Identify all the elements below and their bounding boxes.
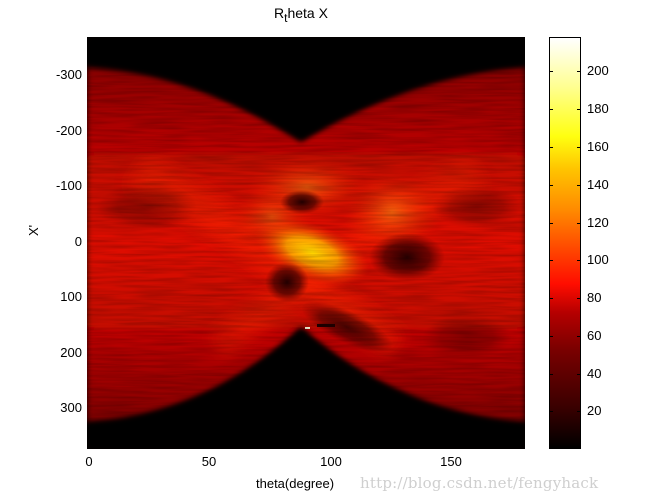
- colorbar-tick-mark: [549, 336, 553, 337]
- x-tick-label: 50: [201, 454, 217, 469]
- colorbar-tick-mark: [577, 147, 581, 148]
- colorbar-tick-mark: [577, 260, 581, 261]
- colorbar-tick-mark: [549, 260, 553, 261]
- colorbar-tick-label: 200: [587, 63, 609, 78]
- colorbar-tick-mark: [577, 298, 581, 299]
- colorbar-tick-mark: [549, 109, 553, 110]
- colorbar-tick-mark: [549, 147, 553, 148]
- y-tick-label: 100: [60, 289, 82, 304]
- y-tick-label: -300: [55, 67, 82, 82]
- y-tick-label: 300: [60, 400, 82, 415]
- colorbar-tick-mark: [577, 374, 581, 375]
- colorbar-tick-mark: [577, 223, 581, 224]
- colorbar-tick-mark: [577, 71, 581, 72]
- title-main: R: [274, 5, 285, 21]
- colorbar-tick-mark: [549, 298, 553, 299]
- colorbar-tick-mark: [549, 185, 553, 186]
- x-axis-label: theta(degree): [256, 476, 335, 491]
- x-tick-label: 0: [85, 454, 93, 469]
- x-tick-label: 150: [440, 454, 462, 469]
- y-tick-label: -100: [55, 178, 82, 193]
- y-tick-label: -200: [55, 123, 82, 138]
- colorbar-tick-mark: [577, 185, 581, 186]
- colorbar-tick-label: 40: [587, 366, 602, 381]
- chart-title: Rtheta X: [274, 5, 328, 25]
- colorbar-tick-label: 100: [587, 252, 609, 267]
- colorbar-tick-mark: [549, 71, 553, 72]
- colorbar-tick-mark: [577, 411, 581, 412]
- colorbar-tick-mark: [549, 411, 553, 412]
- title-subscript: t: [284, 10, 288, 25]
- colorbar-tick-label: 20: [587, 403, 602, 418]
- heatmap-plot-area: [87, 37, 525, 449]
- colorbar-tick-label: 140: [587, 177, 609, 192]
- y-tick-label: 0: [74, 234, 82, 249]
- y-axis-label: X': [26, 224, 41, 236]
- title-rest: heta X: [287, 5, 328, 21]
- colorbar-tick-mark: [577, 109, 581, 110]
- x-tick-label: 100: [320, 454, 342, 469]
- y-tick-label: 200: [60, 345, 82, 360]
- colorbar-tick-mark: [549, 374, 553, 375]
- colorbar-tick-label: 160: [587, 139, 609, 154]
- colorbar-tick-label: 180: [587, 101, 609, 116]
- sinogram-image: [87, 37, 525, 449]
- watermark-text: http://blog.csdn.net/fengyhack: [360, 474, 599, 492]
- colorbar-tick-mark: [549, 223, 553, 224]
- colorbar-tick-label: 60: [587, 328, 602, 343]
- colorbar-tick-label: 120: [587, 215, 609, 230]
- colorbar: [549, 37, 581, 449]
- colorbar-tick-label: 80: [587, 290, 602, 305]
- colorbar-tick-mark: [577, 336, 581, 337]
